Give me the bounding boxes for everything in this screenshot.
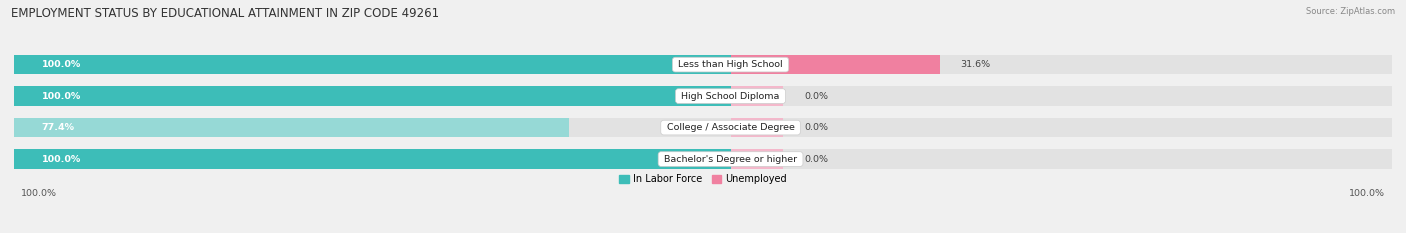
Text: 77.4%: 77.4% — [42, 123, 75, 132]
Text: Bachelor's Degree or higher: Bachelor's Degree or higher — [661, 154, 800, 164]
Bar — [731, 149, 783, 169]
Text: 100.0%: 100.0% — [1348, 189, 1385, 199]
Text: 100.0%: 100.0% — [21, 189, 58, 199]
Text: 0.0%: 0.0% — [804, 92, 828, 101]
Text: 100.0%: 100.0% — [42, 60, 82, 69]
Legend: In Labor Force, Unemployed: In Labor Force, Unemployed — [616, 170, 790, 188]
Bar — [731, 55, 939, 74]
Text: Less than High School: Less than High School — [675, 60, 786, 69]
Text: 100.0%: 100.0% — [42, 92, 82, 101]
Text: 0.0%: 0.0% — [804, 154, 828, 164]
Text: High School Diploma: High School Diploma — [678, 92, 783, 101]
Bar — [14, 55, 731, 74]
Bar — [14, 118, 1392, 137]
Bar — [14, 118, 568, 137]
Text: 0.0%: 0.0% — [804, 123, 828, 132]
Bar — [14, 86, 1392, 106]
Bar — [14, 86, 731, 106]
Bar — [731, 86, 783, 106]
Bar — [14, 149, 1392, 169]
Bar — [731, 118, 783, 137]
Bar — [14, 55, 1392, 74]
Text: Source: ZipAtlas.com: Source: ZipAtlas.com — [1306, 7, 1395, 16]
Bar — [14, 149, 731, 169]
Text: College / Associate Degree: College / Associate Degree — [664, 123, 797, 132]
Text: 31.6%: 31.6% — [960, 60, 990, 69]
Text: EMPLOYMENT STATUS BY EDUCATIONAL ATTAINMENT IN ZIP CODE 49261: EMPLOYMENT STATUS BY EDUCATIONAL ATTAINM… — [11, 7, 439, 20]
Text: 100.0%: 100.0% — [42, 154, 82, 164]
